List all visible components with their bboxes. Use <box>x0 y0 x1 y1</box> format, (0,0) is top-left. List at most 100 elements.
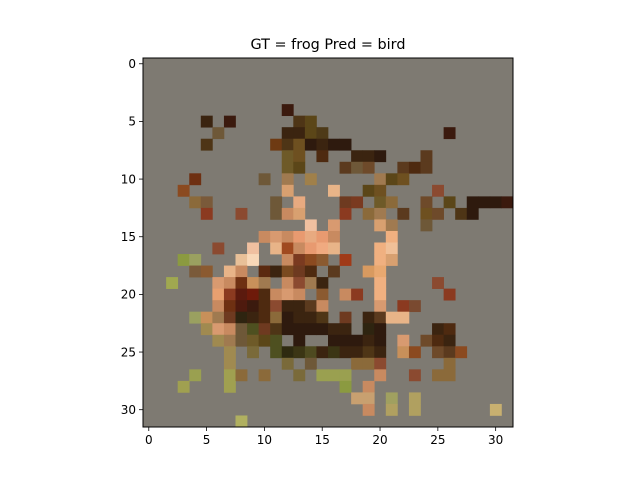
image-pixel <box>397 311 410 324</box>
image-pixel <box>223 288 236 301</box>
image-pixel <box>177 184 190 197</box>
image-pixel <box>281 150 294 163</box>
image-pixel <box>293 161 306 174</box>
image-pixel <box>281 265 294 278</box>
image-pixel <box>397 334 410 347</box>
image-pixel <box>466 196 479 209</box>
image-pixel <box>328 334 340 347</box>
image-pixel <box>351 392 364 405</box>
image-pixel <box>443 346 456 359</box>
image-pixel <box>177 380 190 393</box>
image-pixel <box>339 346 352 359</box>
image-pixel <box>455 207 468 220</box>
image-pixel <box>293 138 306 151</box>
image-pixel <box>304 357 317 370</box>
image-pixel <box>339 369 352 382</box>
image-pixel <box>281 173 294 186</box>
image-pixel <box>316 323 329 336</box>
image-pixel <box>223 369 236 382</box>
image-pixel <box>408 392 421 405</box>
image-pixel <box>351 288 364 301</box>
image-pixel <box>385 311 398 324</box>
image-pixel <box>270 265 283 278</box>
image-pixel <box>304 277 317 289</box>
image-pixel <box>316 346 329 359</box>
image-pixel <box>432 369 444 382</box>
image-pixel <box>339 207 352 220</box>
image-pixel <box>397 173 410 186</box>
y-axis: 0 5 10 15 20 25 30 <box>121 57 143 417</box>
image-pixel <box>247 300 259 313</box>
image-pixel <box>362 380 375 393</box>
image-pixel <box>304 173 317 186</box>
image-pixel <box>432 346 444 359</box>
image-pixel <box>432 184 444 197</box>
image-pixel <box>200 115 213 128</box>
image-pixel <box>281 277 294 289</box>
image-pixel <box>177 254 190 266</box>
image-pixel <box>328 265 340 278</box>
image-pixel <box>304 138 317 151</box>
image-pixel <box>281 346 294 359</box>
image-pixel <box>247 334 259 347</box>
image-pixel <box>200 311 213 324</box>
image-pixel <box>374 196 387 209</box>
image-pixel <box>235 288 248 301</box>
image-pixel <box>432 277 444 289</box>
image-pixel <box>420 150 433 163</box>
image-pixel <box>235 323 248 336</box>
image-pixel <box>374 150 387 163</box>
image-pixel <box>420 334 433 347</box>
image-pixel <box>281 242 294 255</box>
image-pixel <box>281 184 294 197</box>
image-pixel <box>374 219 387 232</box>
image-pixel <box>339 196 352 209</box>
x-tick-label: 5 <box>203 433 211 447</box>
image-pixel <box>189 369 202 382</box>
image-pixel <box>339 380 352 393</box>
image-pixel <box>304 115 317 128</box>
x-tick-label: 30 <box>488 433 503 447</box>
image-pixel <box>374 265 387 278</box>
image-pixel <box>339 288 352 301</box>
image-pixel <box>351 357 364 370</box>
y-tick-label: 0 <box>128 57 136 71</box>
image-pixel <box>270 288 283 301</box>
image-pixel <box>270 242 283 255</box>
y-tick-label: 25 <box>121 345 136 359</box>
image-pixel <box>351 161 364 174</box>
image-pixel <box>385 254 398 266</box>
image-pixel <box>328 184 340 197</box>
y-tick-label: 10 <box>121 172 136 186</box>
image-pixel <box>223 334 236 347</box>
image-pixel <box>362 207 375 220</box>
x-tick-label: 20 <box>372 433 387 447</box>
image-pixel <box>374 357 387 370</box>
image-pixel <box>443 334 456 347</box>
image-pixel <box>328 242 340 255</box>
image-pixel <box>281 207 294 220</box>
image-pixel <box>385 403 398 416</box>
image-pixel <box>362 403 375 416</box>
image-pixel <box>293 254 306 266</box>
image-pixel <box>374 254 387 266</box>
image-pixel <box>316 127 329 140</box>
x-tick-label: 15 <box>315 433 330 447</box>
image-pixel <box>374 288 387 301</box>
axes-frame <box>142 57 514 428</box>
x-tick-label: 0 <box>145 433 153 447</box>
image-pixel <box>200 138 213 151</box>
image-pixel <box>293 346 306 359</box>
image-pixel <box>385 173 398 186</box>
image-pixel <box>374 334 387 347</box>
chart-title: GT = frog Pred = bird <box>251 37 406 53</box>
image-pixel <box>408 346 421 359</box>
image-pixel <box>501 196 514 209</box>
image-pixel <box>212 288 225 301</box>
image-pixel <box>374 323 387 336</box>
image-pixel <box>316 230 329 243</box>
image-pixel <box>247 288 259 301</box>
image-pixel <box>293 323 306 336</box>
image-pixel <box>258 323 271 336</box>
